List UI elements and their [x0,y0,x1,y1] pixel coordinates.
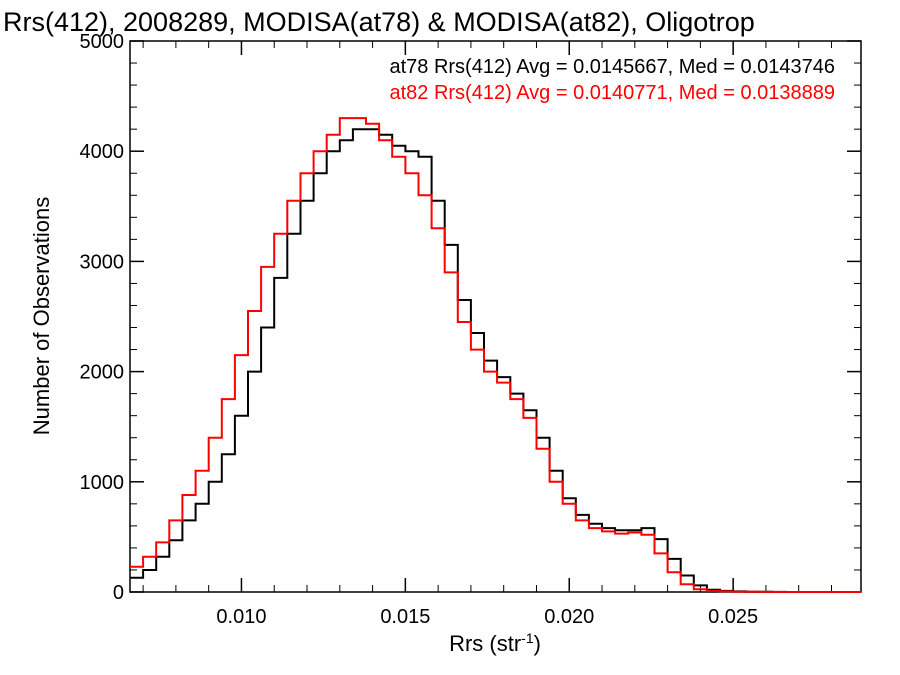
y-tick-label: 2000 [80,362,125,384]
plot-frame [129,40,862,593]
x-axis: 0.010 0.015 0.020 0.025 [142,41,832,628]
y-tick-label: 1000 [80,472,125,494]
annotation-at82: at82 Rrs(412) Avg = 0.0140771, Med = 0.0… [389,82,835,104]
y-tick-label: 4000 [80,141,125,163]
x-tick-label: 0.020 [544,606,594,628]
series-line-at82 [130,117,861,593]
x-axis-label-main: Rrs (str [449,631,521,656]
y-axis-label: Number of Observations [29,197,54,435]
y-axis: 0 1000 2000 3000 4000 5000 [80,31,861,604]
x-tick-label: 0.025 [708,606,758,628]
x-axis-label-close: ) [534,631,541,656]
y-tick-label: 5000 [80,31,125,53]
x-axis-label-exponent: -1 [521,630,534,646]
y-tick-label: 0 [113,582,124,604]
series-layer [130,117,861,593]
x-tick-label: 0.010 [216,606,266,628]
x-axis-label: Rrs (str-1) [449,630,541,656]
chart-title: Rrs(412), 2008289, MODISA(at78) & MODISA… [3,7,755,37]
x-tick-label: 0.015 [380,606,430,628]
series-line-at78 [130,128,861,593]
annotation-at78: at78 Rrs(412) Avg = 0.0145667, Med = 0.0… [389,56,835,78]
y-tick-label: 3000 [80,251,125,273]
